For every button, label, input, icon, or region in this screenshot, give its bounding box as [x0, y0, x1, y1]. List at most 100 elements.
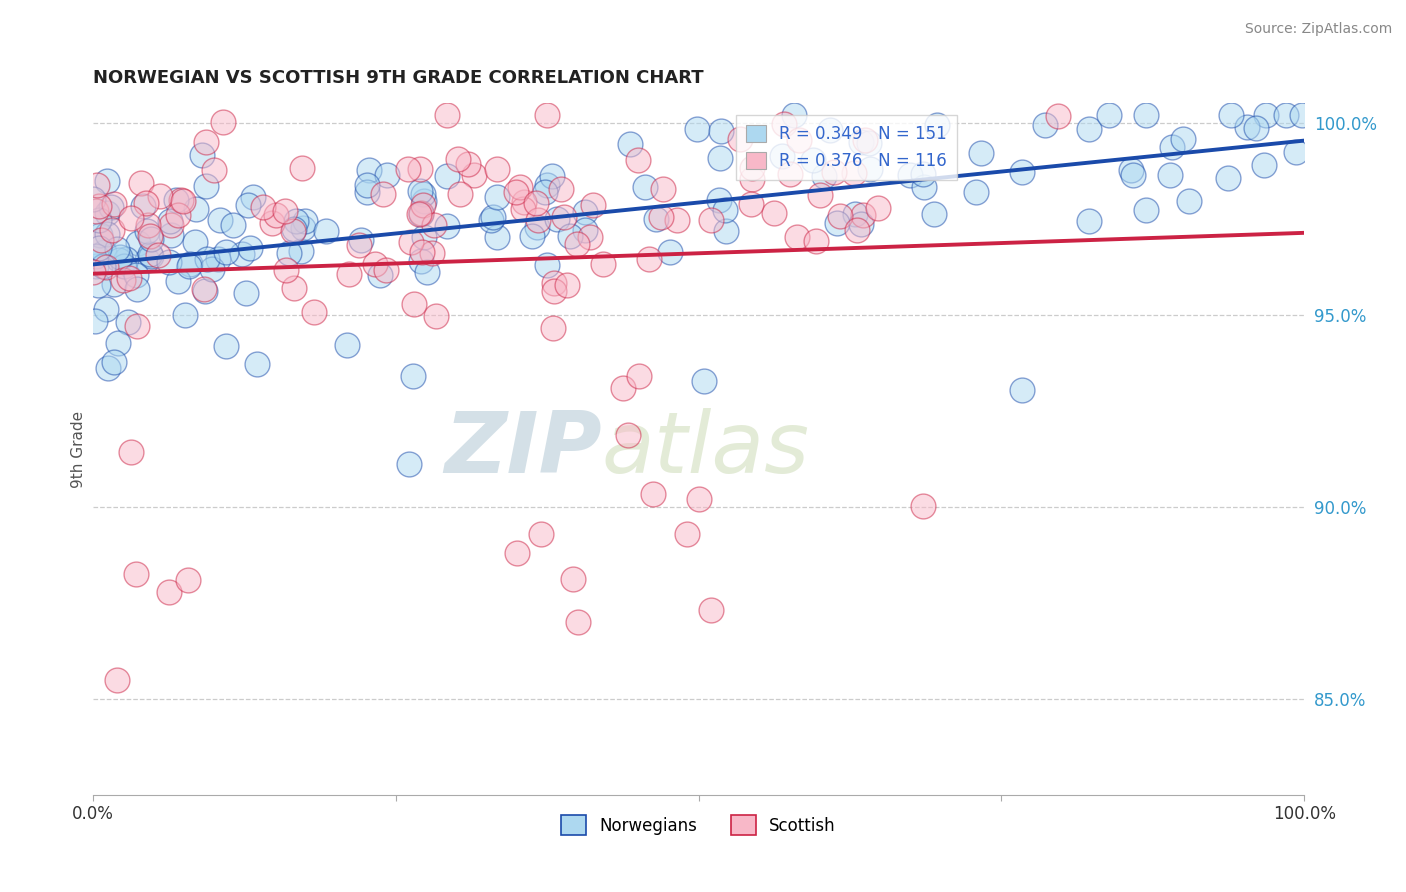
Point	[139, 247, 162, 261]
Point	[115, 252, 138, 266]
Point	[177, 574, 200, 588]
Point	[782, 108, 804, 122]
Point	[146, 248, 169, 262]
Point	[710, 123, 733, 137]
Point	[86, 178, 108, 193]
Point	[179, 257, 201, 271]
Point	[550, 181, 572, 195]
Point	[117, 315, 139, 329]
Point	[238, 197, 260, 211]
Point	[283, 280, 305, 294]
Point	[412, 187, 434, 202]
Point	[195, 135, 218, 149]
Point	[1135, 202, 1157, 217]
Point	[560, 228, 582, 243]
Point	[82, 265, 104, 279]
Point	[1098, 108, 1121, 122]
Point	[82, 193, 104, 207]
Point	[1285, 145, 1308, 159]
Point	[107, 673, 129, 687]
Point	[804, 234, 827, 248]
Point	[779, 167, 801, 181]
Point	[139, 249, 162, 263]
Point	[167, 208, 190, 222]
Point	[149, 189, 172, 203]
Point	[231, 246, 253, 260]
Point	[479, 213, 502, 227]
Point	[193, 281, 215, 295]
Point	[714, 225, 737, 239]
Point	[565, 237, 588, 252]
Point	[125, 318, 148, 333]
Point	[530, 526, 553, 541]
Point	[125, 282, 148, 296]
Point	[709, 193, 731, 207]
Point	[1078, 122, 1101, 136]
Point	[124, 567, 146, 582]
Point	[536, 178, 558, 193]
Point	[177, 259, 200, 273]
Point	[592, 257, 614, 271]
Point	[94, 260, 117, 274]
Point	[96, 206, 118, 220]
Point	[423, 219, 446, 233]
Point	[138, 228, 160, 243]
Point	[291, 220, 314, 235]
Point	[922, 207, 945, 221]
Point	[709, 151, 731, 165]
Point	[741, 171, 763, 186]
Point	[290, 161, 312, 175]
Point	[262, 216, 284, 230]
Point	[859, 161, 882, 176]
Point	[485, 230, 508, 244]
Point	[396, 161, 419, 176]
Point	[356, 178, 378, 193]
Point	[215, 339, 238, 353]
Y-axis label: 9th Grade: 9th Grade	[72, 410, 86, 488]
Point	[801, 153, 824, 167]
Point	[283, 221, 305, 235]
Point	[120, 445, 142, 459]
Point	[612, 381, 634, 395]
Point	[186, 202, 208, 217]
Point	[209, 212, 232, 227]
Point	[714, 202, 737, 217]
Point	[356, 185, 378, 199]
Point	[274, 263, 297, 277]
Point	[638, 252, 661, 267]
Point	[222, 218, 245, 232]
Point	[157, 255, 180, 269]
Point	[420, 246, 443, 260]
Point	[524, 196, 547, 211]
Point	[541, 169, 564, 184]
Point	[264, 208, 287, 222]
Point	[457, 157, 479, 171]
Point	[505, 186, 527, 200]
Point	[520, 228, 543, 243]
Point	[574, 223, 596, 237]
Point	[650, 210, 672, 224]
Point	[97, 361, 120, 376]
Point	[252, 201, 274, 215]
Point	[160, 219, 183, 233]
Point	[526, 220, 548, 235]
Point	[207, 252, 229, 266]
Point	[100, 200, 122, 214]
Point	[900, 168, 922, 182]
Point	[820, 122, 842, 136]
Point	[1033, 118, 1056, 132]
Point	[849, 135, 872, 149]
Point	[562, 572, 585, 586]
Point	[87, 213, 110, 227]
Point	[644, 212, 666, 227]
Point	[436, 169, 458, 183]
Point	[641, 487, 664, 501]
Point	[965, 185, 987, 199]
Point	[808, 187, 831, 202]
Point	[693, 374, 716, 388]
Point	[509, 179, 531, 194]
Point	[411, 245, 433, 260]
Point	[463, 168, 485, 182]
Point	[1244, 120, 1267, 135]
Point	[686, 122, 709, 136]
